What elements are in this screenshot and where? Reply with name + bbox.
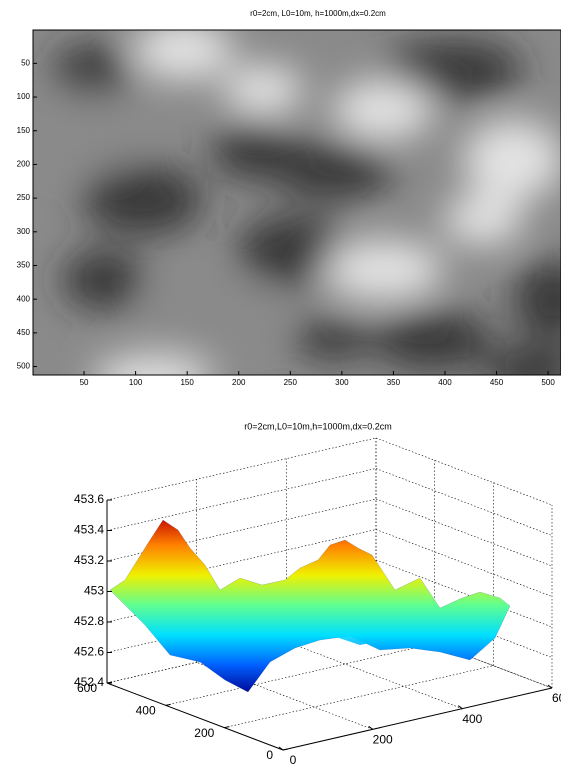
texture-blob bbox=[463, 120, 561, 200]
y-grid-line bbox=[106, 620, 377, 684]
x-tick bbox=[547, 684, 553, 689]
x-tick bbox=[368, 725, 373, 730]
texture-blob bbox=[94, 355, 212, 375]
x-tick-label: 200 bbox=[232, 378, 246, 387]
y-tick-label: 400 bbox=[17, 294, 31, 303]
texture-blob bbox=[63, 250, 143, 310]
y-tick bbox=[282, 748, 289, 751]
texture-blob bbox=[238, 215, 348, 285]
x-tick-label: 500 bbox=[541, 378, 555, 387]
z-grid-line bbox=[375, 468, 553, 536]
z-tick-label: 452.6 bbox=[74, 645, 104, 659]
texture-blob bbox=[53, 45, 133, 95]
x-tick-label: 300 bbox=[335, 378, 349, 387]
texture-blob bbox=[223, 65, 303, 115]
y-tick-label: 400 bbox=[136, 704, 156, 718]
z-tick-label: 452.4 bbox=[74, 675, 104, 689]
y-tick-label: 50 bbox=[21, 58, 30, 67]
z-tick-label: 452.8 bbox=[74, 614, 104, 628]
texture-blob bbox=[273, 140, 393, 200]
x-tick-label: 250 bbox=[284, 378, 298, 387]
z-tick-label: 453.2 bbox=[74, 553, 104, 567]
y-axis-line bbox=[106, 682, 284, 751]
texture-blob bbox=[333, 80, 433, 140]
z-tick-label: 453 bbox=[84, 584, 104, 598]
texture-blob bbox=[483, 345, 561, 375]
texture-blob bbox=[83, 165, 203, 235]
z-grid-line bbox=[375, 437, 553, 506]
texture bbox=[43, 30, 561, 375]
texture-blob bbox=[43, 90, 143, 170]
x-tick-label: 350 bbox=[387, 378, 401, 387]
z-tick-label: 453.6 bbox=[74, 492, 104, 506]
texture-blob bbox=[133, 30, 233, 80]
plot-frame bbox=[32, 29, 561, 376]
y-grid-line bbox=[224, 665, 494, 728]
x-tick-label: 400 bbox=[438, 378, 452, 387]
x-tick-label: 450 bbox=[490, 378, 504, 387]
x-tick-label: 600 bbox=[552, 691, 561, 705]
y-tick-label: 350 bbox=[17, 261, 31, 270]
y-grid-line bbox=[165, 643, 435, 706]
x-tick bbox=[278, 746, 284, 751]
y-tick-label: 200 bbox=[17, 160, 31, 169]
z-tick-label: 453.4 bbox=[74, 523, 104, 537]
y-tick-label: 600 bbox=[77, 681, 97, 695]
x-tick-label: 0 bbox=[290, 753, 297, 767]
z-grid-line bbox=[106, 590, 377, 653]
y-tick-label: 300 bbox=[17, 227, 31, 236]
x-grid-line bbox=[286, 641, 463, 709]
image bbox=[33, 30, 561, 375]
z-grid-line bbox=[106, 437, 377, 501]
x-tick-label: 200 bbox=[373, 733, 393, 747]
chart-title: r0=2cm, L0=10m, h=1000m,dx=0.2cm bbox=[250, 9, 386, 18]
y-tick-label: 0 bbox=[266, 748, 273, 762]
texture-blob bbox=[293, 320, 373, 360]
chart-title: r0=2cm,L0=10m,h=1000m,dx=0.2cm bbox=[244, 421, 392, 431]
y-tick bbox=[165, 703, 171, 706]
x-tick-label: 50 bbox=[80, 378, 89, 387]
y-tick-label: 100 bbox=[17, 92, 31, 101]
x-tick-label: 150 bbox=[180, 378, 194, 387]
texture-blob bbox=[143, 280, 283, 340]
y-tick-label: 150 bbox=[17, 126, 31, 135]
z-grid-line bbox=[375, 498, 553, 567]
texture-blob bbox=[513, 260, 561, 340]
y-tick-label: 500 bbox=[17, 362, 31, 371]
texture-blob bbox=[373, 310, 493, 370]
x-tick-label: 100 bbox=[129, 378, 143, 387]
x-tick-label: 400 bbox=[462, 712, 482, 726]
surface-ridge bbox=[262, 575, 385, 645]
y-tick bbox=[224, 726, 230, 729]
y-tick-label: 250 bbox=[17, 193, 31, 202]
x-tick bbox=[458, 705, 463, 710]
texture-blob bbox=[383, 40, 523, 100]
texture-blob bbox=[213, 120, 293, 180]
z-grid-line bbox=[106, 468, 377, 531]
texture-blob bbox=[323, 240, 443, 300]
y-tick-label: 200 bbox=[194, 726, 214, 740]
y-tick-label: 450 bbox=[17, 328, 31, 337]
texture-blob bbox=[443, 195, 523, 245]
x-axis-line bbox=[282, 687, 553, 751]
y-tick bbox=[106, 681, 113, 684]
